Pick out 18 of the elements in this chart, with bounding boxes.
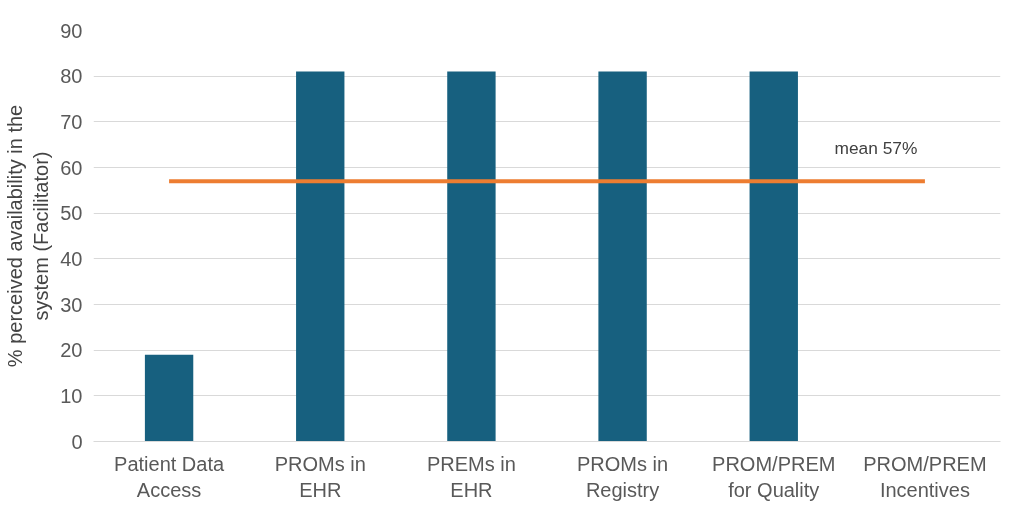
x-tick-label: Patient Data Access (114, 452, 225, 501)
y-tick-label: 90 (60, 19, 83, 42)
y-tick-label: 10 (60, 384, 83, 407)
ref-line-label: mean 57% (834, 138, 918, 159)
y-axis-title: % perceived availability in the system (Facilitator) (3, 104, 53, 368)
y-tick-label: 40 (60, 247, 83, 270)
y-tick-label: 30 (60, 293, 83, 316)
x-tick-label: PROMs in EHR (274, 452, 366, 501)
y-tick-label: 60 (60, 156, 83, 179)
x-tick-label: PROM/PREM for Quality (712, 452, 836, 501)
y-tick-label: 80 (60, 65, 83, 88)
y-tick-label: 50 (60, 202, 83, 225)
y-tick-label: 20 (60, 339, 83, 362)
y-tick-label: 0 (71, 430, 83, 453)
x-tick-label: PROMs in Registry (577, 452, 669, 501)
x-tick-label: PREMs in EHR (426, 452, 516, 501)
x-tick-label: PROM/PREM Incentives (863, 452, 987, 501)
y-tick-label: 70 (60, 110, 83, 133)
